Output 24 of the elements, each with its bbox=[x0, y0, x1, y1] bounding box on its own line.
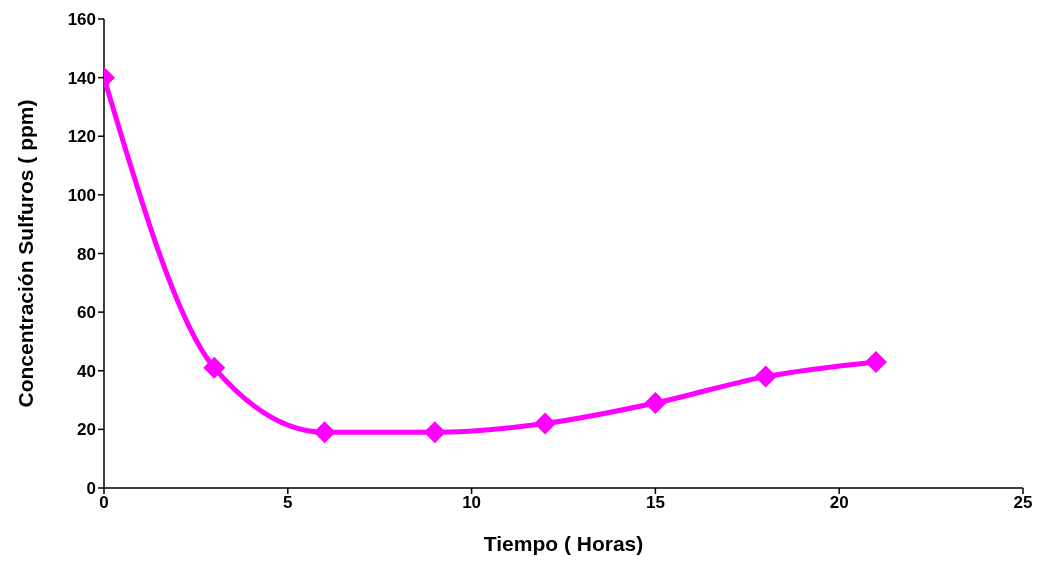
y-tick-label: 160 bbox=[67, 10, 96, 30]
y-tick-label: 100 bbox=[67, 185, 96, 205]
y-tick-label: 40 bbox=[77, 361, 96, 381]
point bbox=[754, 365, 777, 388]
point bbox=[644, 391, 667, 414]
point bbox=[423, 421, 446, 444]
y-tick-label: 60 bbox=[77, 303, 96, 323]
x-tick-label: 10 bbox=[462, 493, 482, 513]
point bbox=[864, 350, 887, 373]
point bbox=[203, 356, 226, 379]
y-tick-label: 120 bbox=[67, 127, 96, 147]
x-axis-title: Tiempo ( Horas) bbox=[483, 532, 644, 555]
x-tick-label: 20 bbox=[829, 493, 849, 513]
y-tick-label: 20 bbox=[77, 420, 96, 440]
y-tick-label: 140 bbox=[67, 68, 96, 88]
y-axis-title: Concentración Sulfuros ( ppm) bbox=[14, 99, 38, 408]
x-tick-label: 0 bbox=[99, 493, 109, 513]
x-tick-label: 15 bbox=[645, 493, 665, 513]
x-tick-label: 5 bbox=[283, 493, 293, 513]
y-tick-label: 0 bbox=[86, 479, 96, 499]
x-tick-label: 25 bbox=[1013, 493, 1033, 513]
point bbox=[313, 421, 336, 444]
y-tick-label: 80 bbox=[77, 244, 96, 264]
point bbox=[534, 412, 557, 435]
